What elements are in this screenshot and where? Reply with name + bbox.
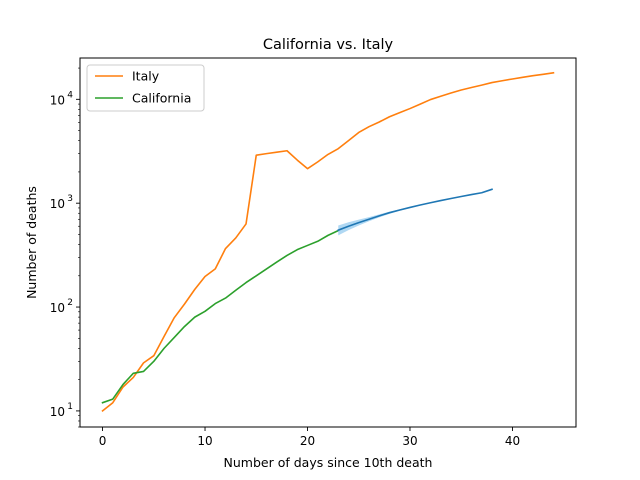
- plot-area: [101, 71, 555, 413]
- x-tick-label: 10: [197, 434, 212, 448]
- y-axis-label: Number of deaths: [24, 186, 39, 299]
- x-axis: 0 10 20 30 40: [99, 427, 520, 448]
- legend-label-california: California: [132, 91, 191, 106]
- x-tick-label: 20: [300, 434, 315, 448]
- y-tick-label: 10: [50, 301, 65, 315]
- series-layer: [101, 71, 555, 413]
- y-tick-label: 10: [50, 93, 65, 107]
- x-tick-label: 0: [99, 434, 107, 448]
- x-tick-label: 40: [505, 434, 520, 448]
- y-tick-exponent: 4: [67, 90, 73, 100]
- series-line-california: [101, 229, 340, 404]
- legend: Italy California: [86, 64, 205, 112]
- chart-title: California vs. Italy: [263, 37, 394, 53]
- y-tick-exponent: 2: [67, 298, 73, 308]
- series-line-italy: [101, 71, 555, 413]
- y-tick-exponent: 3: [67, 194, 73, 204]
- y-tick-exponent: 1: [67, 402, 73, 412]
- y-tick-label: 10: [50, 405, 65, 419]
- x-tick-label: 30: [402, 434, 417, 448]
- series-line-forecast: [337, 188, 493, 232]
- y-tick-label: 10: [50, 197, 65, 211]
- plot-frame: [79, 57, 577, 428]
- x-axis-label: Number of days since 10th death: [224, 455, 433, 470]
- legend-label-italy: Italy: [132, 69, 160, 84]
